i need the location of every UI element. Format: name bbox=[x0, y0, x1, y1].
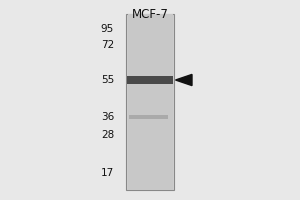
Polygon shape bbox=[176, 74, 192, 86]
Bar bbox=[128, 14, 172, 190]
Text: MCF-7: MCF-7 bbox=[132, 8, 168, 21]
Text: 72: 72 bbox=[101, 40, 114, 50]
Text: 95: 95 bbox=[101, 24, 114, 34]
Bar bbox=[129, 115, 168, 119]
Text: 36: 36 bbox=[101, 112, 114, 122]
Text: 28: 28 bbox=[101, 130, 114, 140]
Bar bbox=[126, 14, 174, 190]
Text: 17: 17 bbox=[101, 168, 114, 178]
Text: 55: 55 bbox=[101, 75, 114, 85]
Bar bbox=[127, 76, 173, 84]
